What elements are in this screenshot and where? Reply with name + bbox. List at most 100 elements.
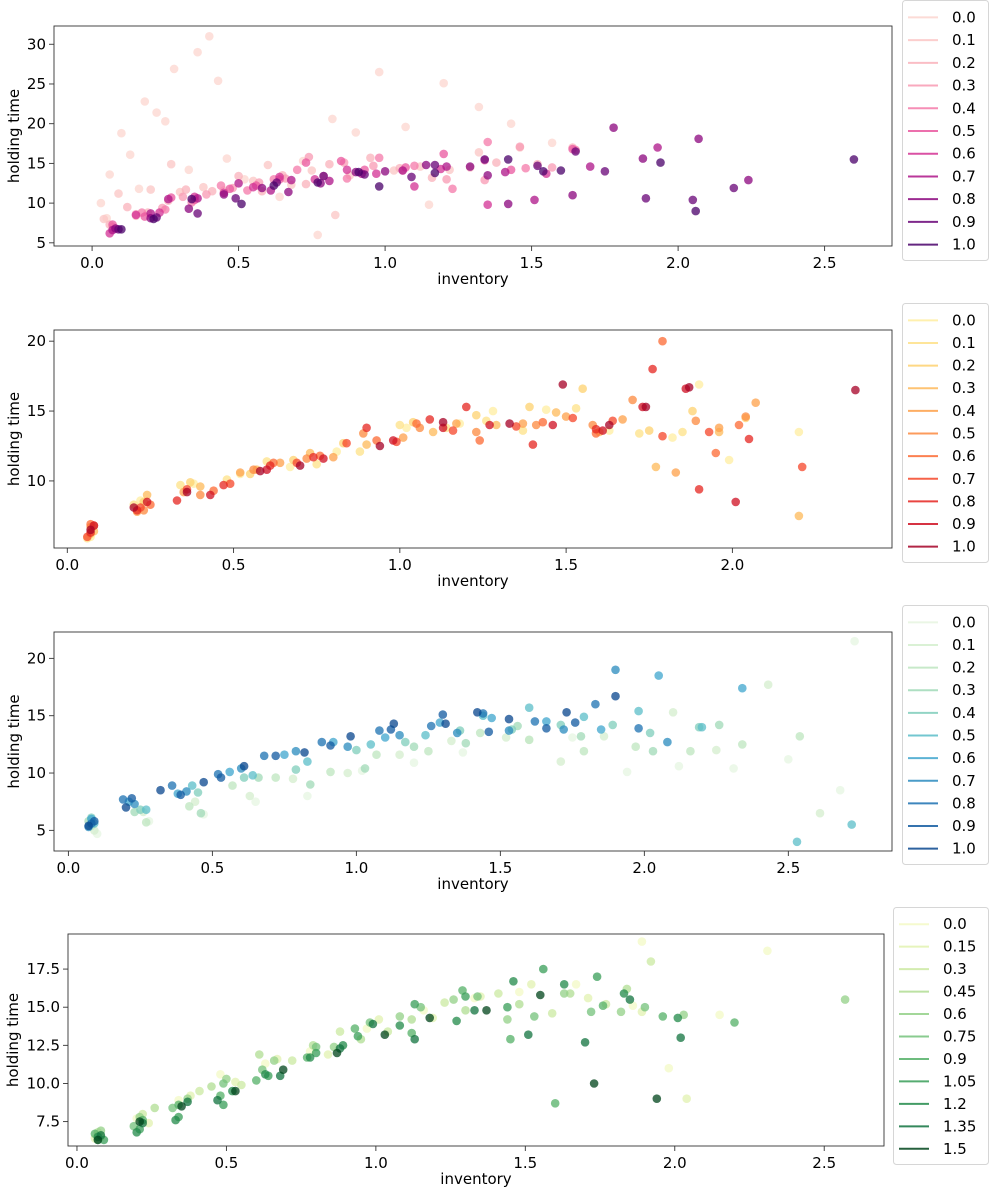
legend-label: 0.15: [943, 938, 976, 956]
scatter-point: [335, 1027, 345, 1036]
scatter-point: [421, 160, 431, 170]
x-tick-label: 1.0: [373, 254, 397, 272]
scatter-point: [562, 708, 571, 717]
scatter-point: [354, 167, 364, 177]
scatter-point: [421, 730, 430, 740]
scatter-point: [231, 1086, 240, 1096]
y-tick-label: 15: [27, 402, 46, 420]
scatter-point: [271, 751, 281, 761]
scatter-point: [317, 737, 327, 747]
scatter-point: [668, 708, 678, 717]
scatter-point: [640, 1002, 650, 1012]
scatter-point: [556, 166, 566, 175]
scatter-point: [251, 1076, 261, 1085]
scatter-point: [409, 758, 419, 767]
scatter-point: [129, 503, 139, 512]
scatter-point: [182, 487, 192, 497]
scatter-point: [248, 771, 257, 780]
scatter-point: [375, 441, 385, 451]
scatter-point: [362, 440, 371, 449]
scatter-point: [199, 182, 208, 192]
scatter-points: [96, 32, 859, 240]
scatter-point: [622, 767, 632, 777]
legend-label: 0.0: [952, 311, 976, 329]
scatter-point: [351, 128, 361, 137]
scatter-point: [90, 816, 99, 826]
scatter-point: [301, 158, 311, 167]
scatter-point: [93, 1135, 103, 1145]
scatter-point: [300, 748, 309, 757]
x-axis-label: inventory: [440, 1170, 512, 1188]
y-axis-label: holding time: [5, 694, 23, 788]
scatter-point: [475, 728, 485, 738]
scatter-point: [440, 998, 449, 1007]
scatter-point: [729, 183, 739, 193]
scatter-point: [342, 165, 352, 175]
scatter-point: [461, 992, 470, 1001]
scatter-point: [313, 230, 323, 240]
scatter-point: [84, 821, 93, 831]
scatter-point: [525, 402, 534, 412]
scatter-points: [90, 937, 850, 1145]
scatter-point: [795, 732, 805, 741]
scatter-point: [225, 767, 234, 777]
scatter-point: [518, 426, 528, 435]
scatter-point: [646, 957, 656, 966]
scatter-point: [448, 184, 457, 194]
scatter-point: [193, 47, 202, 57]
chart-panel-2: 0.0 0.5 1.0 1.5 2.0 10 15 20 inventory holding ti…: [5, 303, 989, 590]
x-tick-label: 0.0: [80, 254, 104, 272]
legend-label: 0.5: [952, 727, 976, 745]
scatter-point: [506, 1034, 515, 1044]
scatter-point: [311, 1042, 321, 1052]
scatter-point: [850, 636, 859, 646]
y-tick-label: 20: [27, 332, 46, 350]
x-tick-label: 0.5: [227, 254, 251, 272]
scatter-point: [694, 380, 704, 389]
scatter-point: [494, 989, 503, 998]
scatter-point: [271, 773, 281, 782]
legend-label: 0.9: [943, 1050, 967, 1068]
legend-label: 0.6: [943, 1005, 967, 1023]
scatter-point: [196, 808, 206, 818]
scatter-point: [501, 733, 511, 742]
scatter-point: [504, 726, 514, 735]
scatter-point: [658, 431, 667, 441]
scatter-point: [410, 182, 419, 191]
legend-label: 0.8: [952, 190, 976, 208]
scatter-point: [142, 497, 152, 507]
legend-box: [902, 303, 989, 563]
x-tick-label: 2.0: [663, 1154, 687, 1172]
scatter-point: [547, 138, 557, 148]
legend: 0.0 0.1 0.2 0.3 0.4 0.5 0.6 0.7 0.8 0.9 1.0: [902, 605, 989, 865]
scatter-point: [343, 742, 353, 751]
scatter-point: [580, 1038, 590, 1047]
legend-label: 0.0: [943, 915, 967, 933]
scatter-point: [303, 791, 312, 801]
scatter-point: [449, 995, 458, 1004]
y-tick-label: 12.5: [27, 1036, 60, 1054]
scatter-point: [634, 706, 643, 716]
scatter-point: [121, 803, 131, 812]
y-tick-label: 30: [27, 35, 46, 53]
scatter-point: [205, 32, 214, 41]
scatter-point: [178, 192, 188, 202]
legend-label: 0.3: [952, 681, 976, 699]
scatter-point: [199, 777, 208, 787]
scatter-point: [326, 767, 335, 777]
scatter-point: [628, 395, 637, 405]
y-tick-label: 10: [27, 472, 46, 490]
scatter-point: [530, 195, 539, 205]
scatter-point: [141, 818, 151, 827]
scatter-point: [571, 980, 581, 989]
scatter-point: [291, 746, 301, 756]
scatter-point: [311, 1048, 321, 1058]
scatter-point: [117, 128, 126, 138]
x-tick-label: 1.0: [388, 556, 412, 574]
scatter-point: [658, 1012, 668, 1021]
legend-label: 0.8: [952, 492, 976, 510]
scatter-point: [263, 160, 273, 170]
scatter-point: [439, 149, 449, 159]
scatter-point: [228, 781, 237, 790]
